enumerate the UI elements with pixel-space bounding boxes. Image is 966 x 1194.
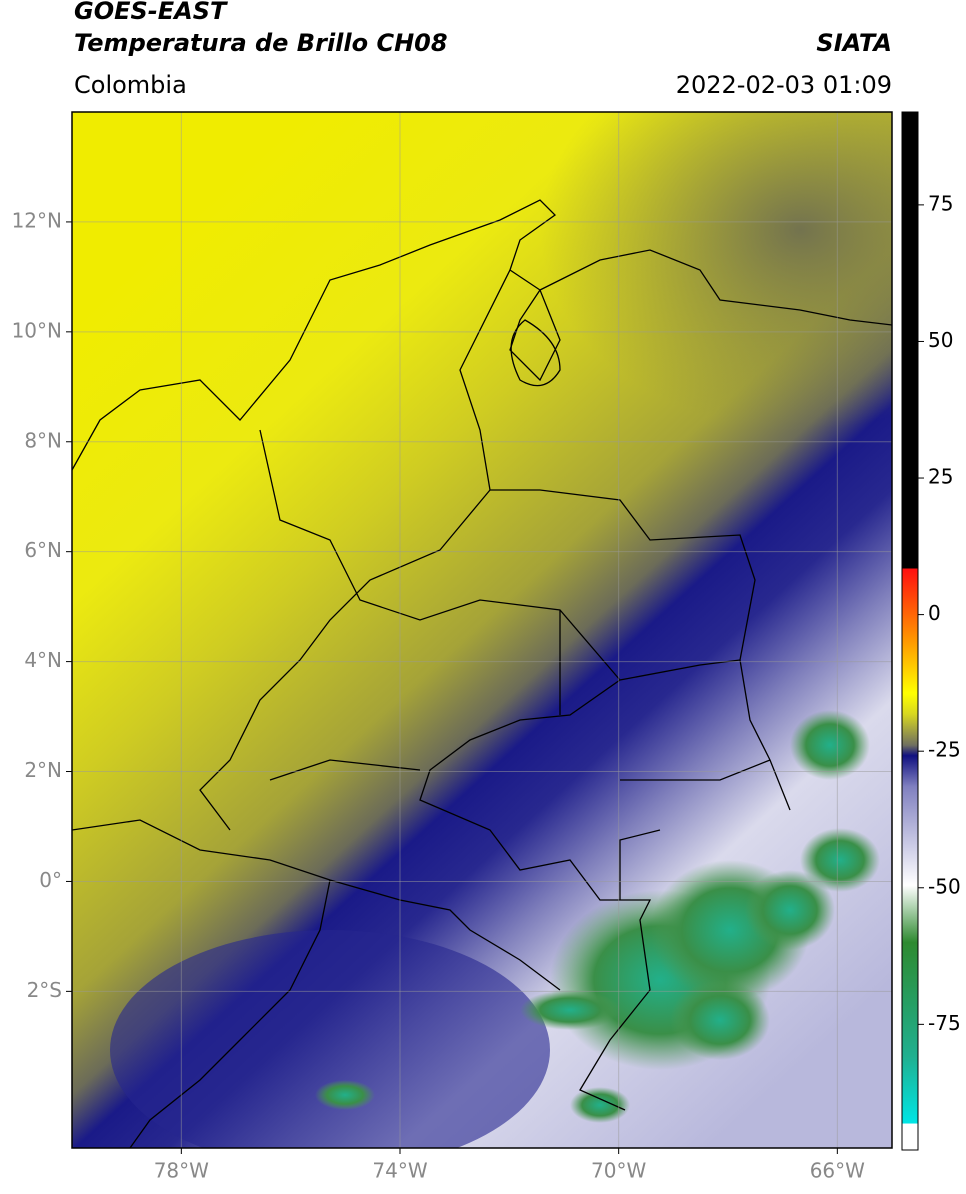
colorbar-tick-label: -25 (928, 738, 961, 762)
grid (72, 112, 892, 1148)
colorbar-tick-label: 75 (928, 191, 953, 215)
datetime: 2022-02-03 01:09 (676, 71, 892, 99)
title: GOES-EAST (74, 0, 228, 25)
colorbar (901, 111, 919, 1151)
colorbar-tick-label: 0 (928, 601, 941, 625)
subtitle: Temperatura de Brillo CH08 (74, 29, 448, 57)
y-tick-label: 4°N (24, 648, 62, 672)
colorbar-tick-label: 25 (928, 465, 953, 489)
y-tick-label: 8°N (24, 428, 62, 452)
y-tick-label: 0° (39, 868, 62, 892)
y-tick-label: 12°N (12, 208, 62, 232)
colorbar-tick-label: -50 (928, 874, 961, 898)
y-tick-label: 10°N (12, 318, 62, 342)
satellite-image (72, 112, 892, 1148)
source: SIATA (816, 29, 892, 57)
region: Colombia (74, 71, 187, 99)
y-tick-label: 6°N (24, 538, 62, 562)
x-tick-label: 74°W (372, 1159, 427, 1183)
colorbar-tick-label: 50 (928, 328, 953, 352)
y-tick-label: 2°S (27, 978, 62, 1002)
map-frame (71, 111, 893, 1149)
x-tick-label: 70°W (591, 1159, 646, 1183)
x-tick-label: 78°W (154, 1159, 209, 1183)
colorbar-tick-label: -75 (928, 1011, 961, 1035)
x-tick-label: 66°W (810, 1159, 865, 1183)
y-tick-label: 2°N (24, 758, 62, 782)
